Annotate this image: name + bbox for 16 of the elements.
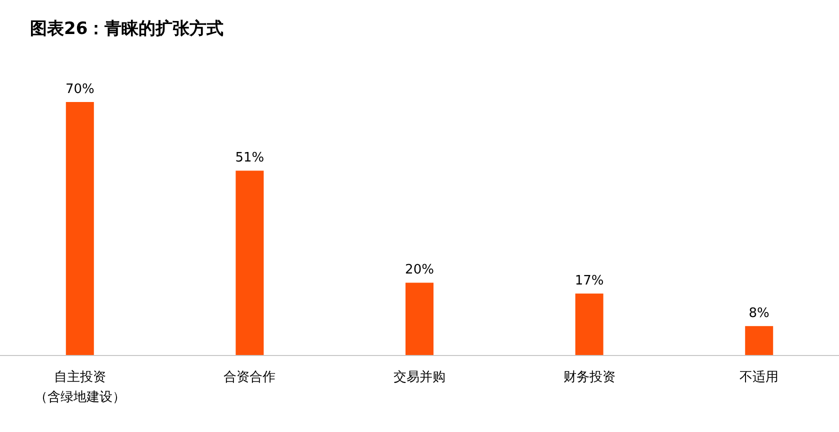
- bar: [406, 282, 434, 355]
- data-label: 8%: [748, 306, 770, 322]
- data-label: 20%: [405, 262, 434, 278]
- x-tick-label: 不适用: [740, 370, 779, 385]
- data-label: 17%: [574, 274, 604, 289]
- x-tick-label: 合资合作: [224, 370, 276, 385]
- x-tick-label: 交易并购: [394, 369, 446, 385]
- bar: [575, 294, 604, 355]
- data-label: 51%: [235, 150, 264, 166]
- chart-title: 图表26：青睐的扩张方式: [30, 19, 224, 39]
- bar: [745, 326, 774, 355]
- x-tick-label: 财务投资: [563, 370, 616, 385]
- x-tick-label: 自主投资（含绿地建设）: [34, 369, 126, 405]
- bar: [66, 102, 94, 355]
- bar: [236, 170, 264, 355]
- data-label: 70%: [65, 82, 94, 97]
